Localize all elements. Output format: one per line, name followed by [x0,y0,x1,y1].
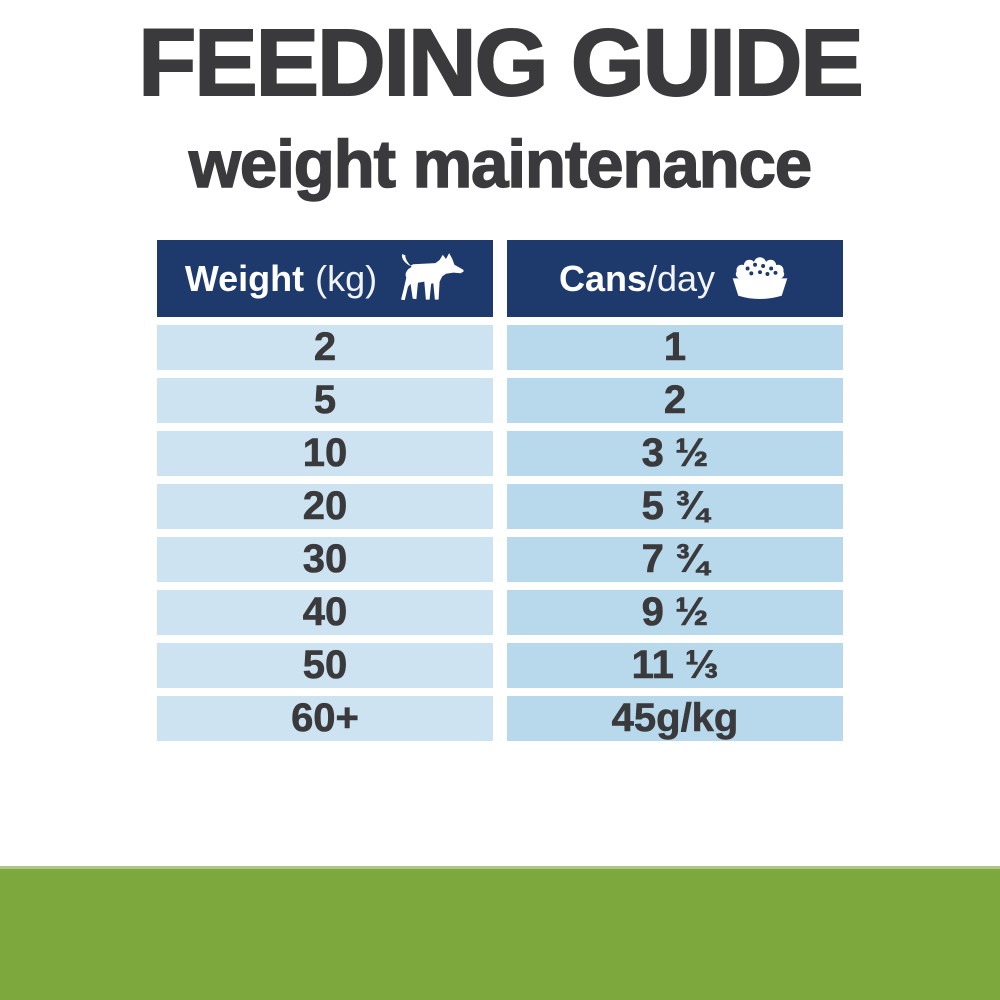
weight-cell: 60+ [157,696,493,741]
weight-unit-label: (kg) [315,257,378,299]
cans-unit-label: /day [646,257,716,299]
weight-cell: 10 [157,431,493,476]
cans-cell: 11 ⅓ [507,643,843,688]
table-row: 40 9 ½ [157,590,843,635]
food-bowl-icon [729,256,791,302]
cans-cell: 9 ½ [507,590,843,635]
table-row: 2 1 [157,325,843,370]
cans-column-header: Cans /day [507,240,843,317]
weight-cell: 50 [157,643,493,688]
dog-icon [391,252,465,305]
weight-cell: 5 [157,378,493,423]
cans-cell: 7 ¾ [507,537,843,582]
table-row: 20 5 ¾ [157,484,843,529]
weight-header-label: Weight [184,257,305,299]
weight-cell: 30 [157,537,493,582]
table-row: 10 3 ½ [157,431,843,476]
table-row: 5 2 [157,378,843,423]
cans-cell: 1 [507,325,843,370]
weight-cell: 20 [157,484,493,529]
page-subtitle: weight maintenance [188,127,813,202]
cans-header-label: Cans [558,257,647,299]
cans-cell: 3 ½ [507,431,843,476]
table-row: 60+ 45g/kg [157,696,843,741]
cans-cell: 45g/kg [507,696,843,741]
feeding-table: Weight (kg) Cans /day [157,240,843,741]
green-footer-bar [0,866,1000,1000]
table-row: 30 7 ¾ [157,537,843,582]
table-row: 50 11 ⅓ [157,643,843,688]
weight-cell: 2 [157,325,493,370]
table-header: Weight (kg) Cans /day [157,240,843,317]
page-title: FEEDING GUIDE [137,10,865,116]
cans-cell: 2 [507,378,843,423]
weight-cell: 40 [157,590,493,635]
weight-column-header: Weight (kg) [157,240,493,317]
cans-cell: 5 ¾ [507,484,843,529]
